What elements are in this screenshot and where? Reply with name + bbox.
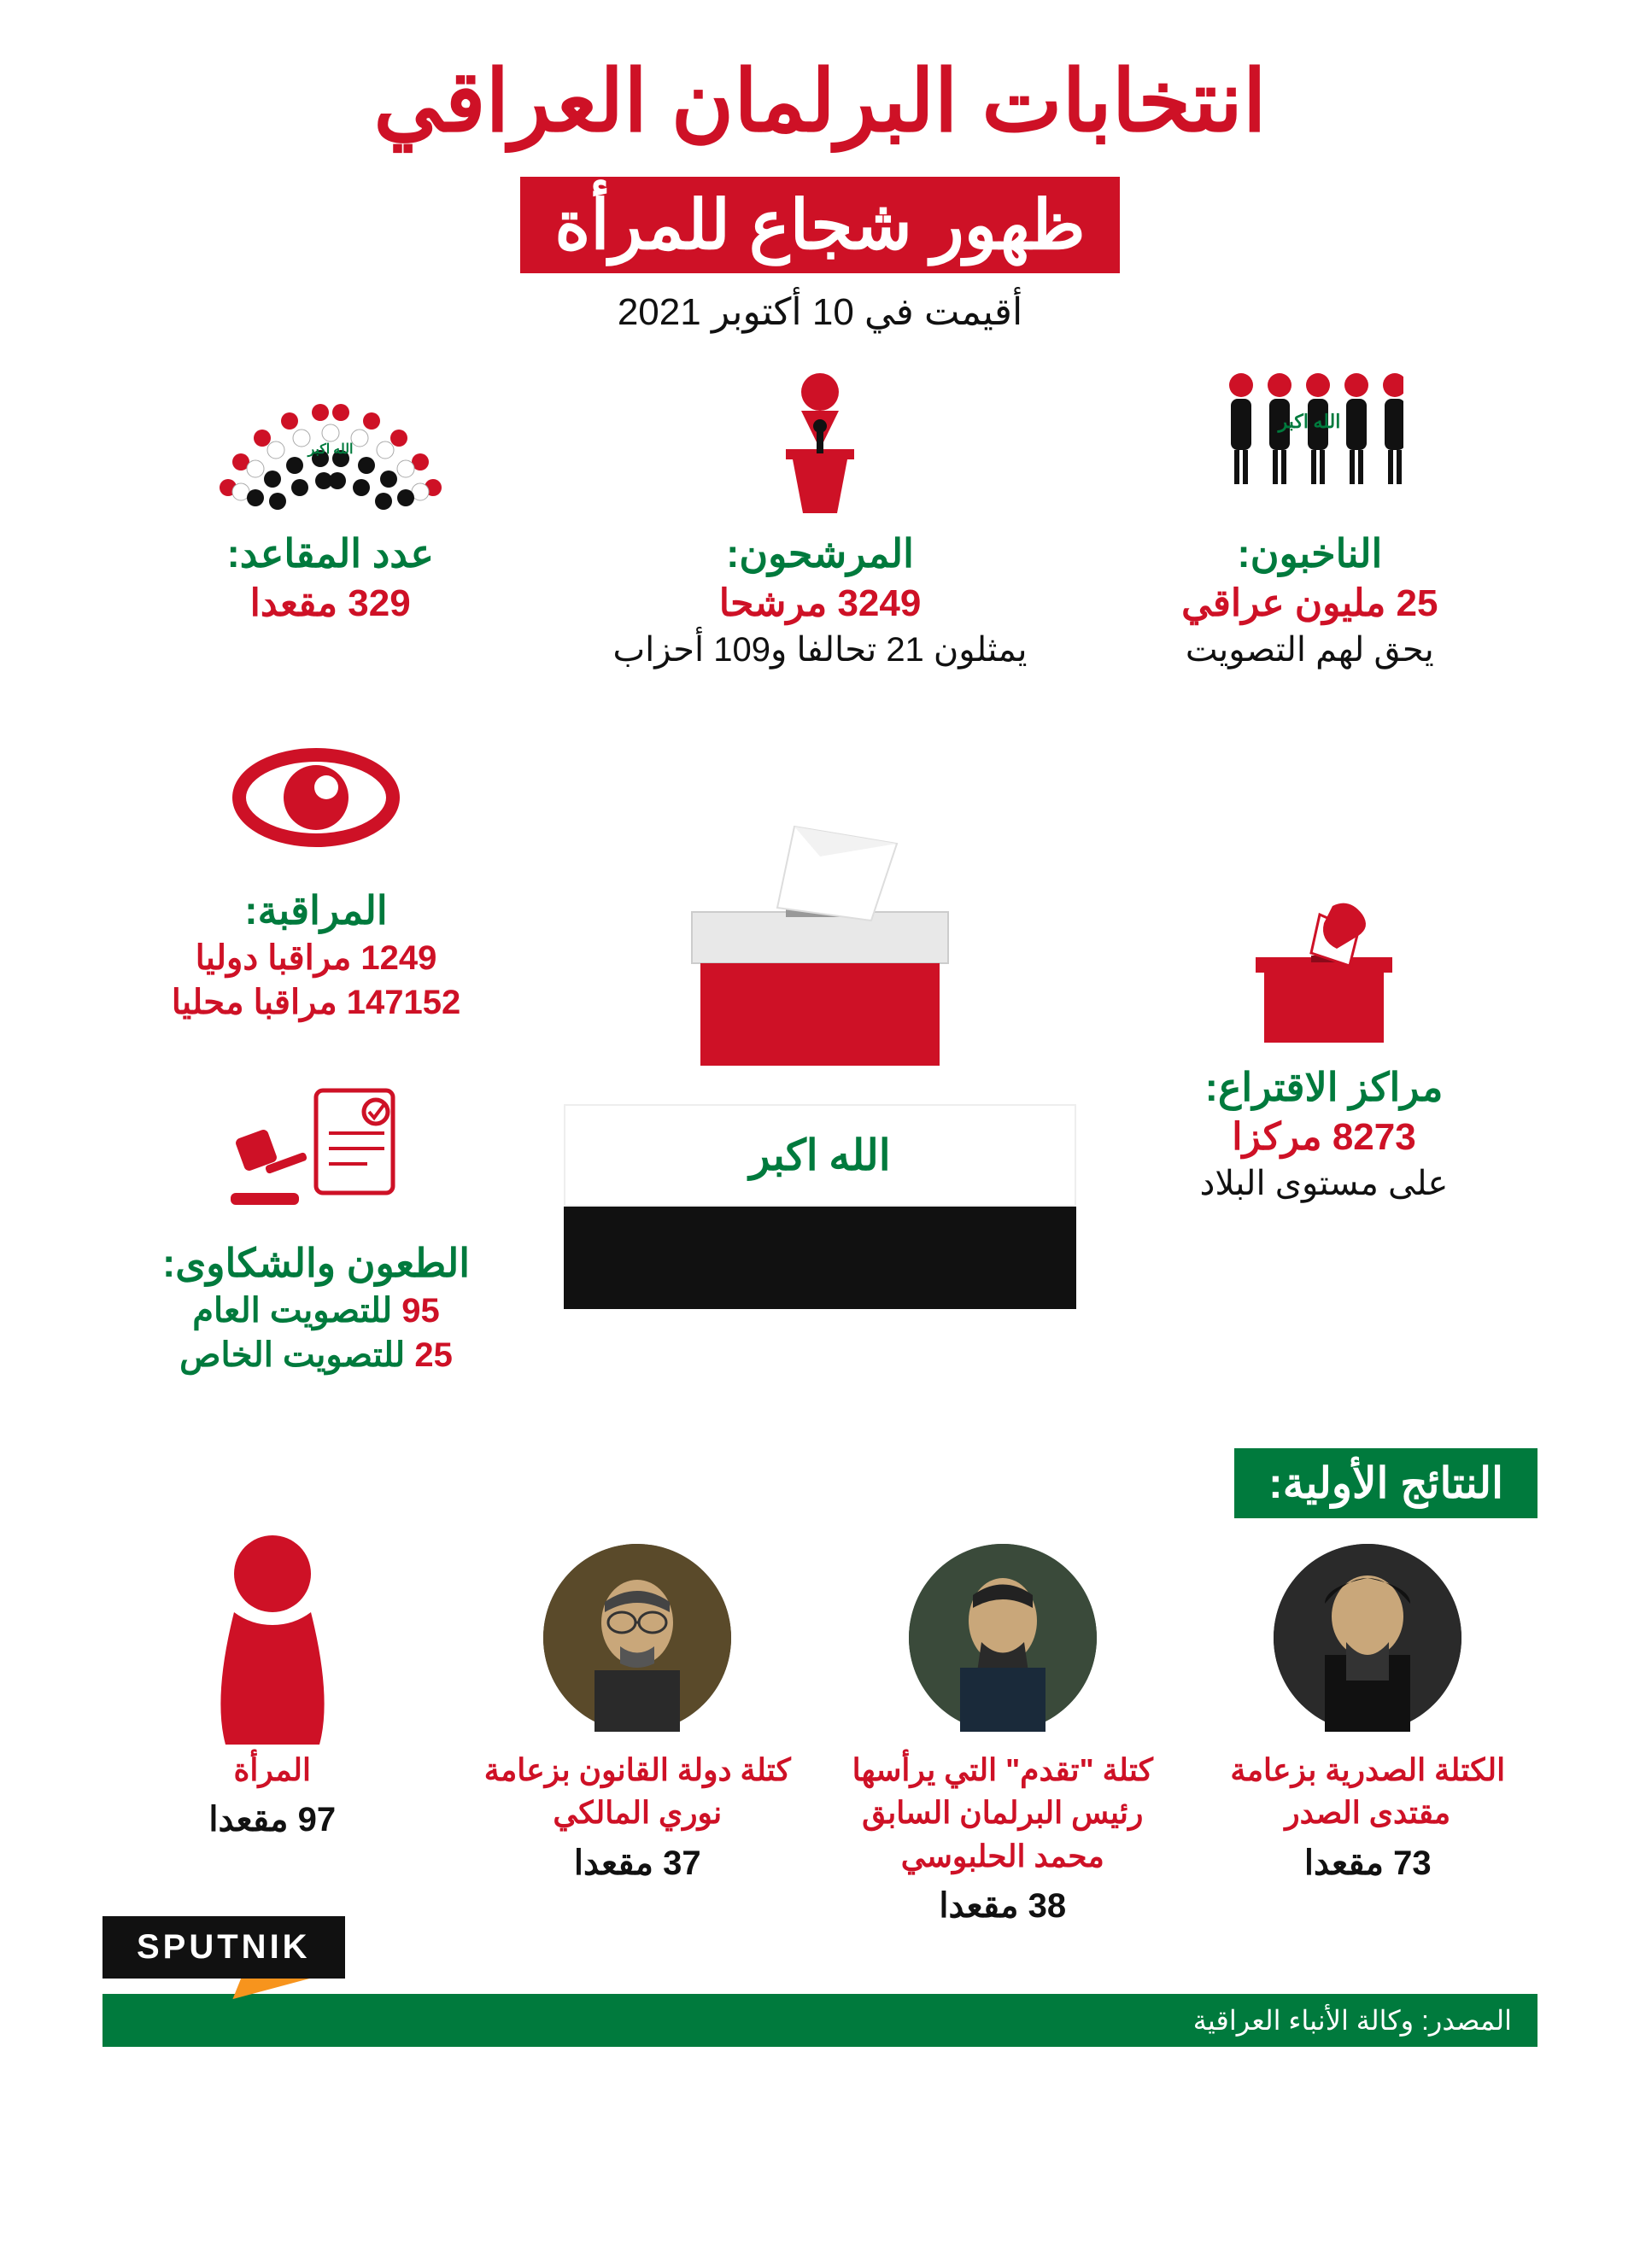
seats-label: عدد المقاعد: bbox=[102, 530, 558, 576]
main-title: انتخابات البرلمان العراقي bbox=[102, 51, 1538, 151]
centers-sub: على مستوى البلاد bbox=[1110, 1164, 1538, 1203]
result-women-seats: 97 مقعدا bbox=[102, 1800, 442, 1839]
infographic-page: انتخابات البرلمان العراقي ظهور شجاع للمر… bbox=[0, 0, 1640, 2081]
svg-text:الله اكبر: الله اكبر bbox=[1277, 411, 1341, 433]
results-header: النتائج الأولية: bbox=[1234, 1448, 1538, 1518]
centers-value: 8273 مركزا bbox=[1110, 1115, 1538, 1159]
result-women: المرأة 97 مقعدا bbox=[102, 1544, 442, 1839]
stat-seats: الله اكبر عدد المقاعد: 329 مقعدا bbox=[102, 368, 558, 625]
complaints-label: الطعون والشكاوى: bbox=[102, 1240, 530, 1286]
candidates-value: 3249 مرشحا bbox=[592, 582, 1047, 625]
iraq-flag: الله اكبر bbox=[564, 1104, 1076, 1309]
seats-value: 329 مقعدا bbox=[102, 582, 558, 625]
middle-row: مراكز الاقتراع: 8273 مركزا على مستوى الب… bbox=[102, 721, 1538, 1380]
photo-maliki bbox=[543, 1544, 731, 1732]
result-maliki: كتلة دولة القانون بزعامة نوري المالكي 37… bbox=[468, 1544, 808, 1883]
candidate-podium-icon bbox=[592, 368, 1047, 522]
result-sadr-seats: 73 مقعدا bbox=[1198, 1844, 1538, 1883]
right-side-stats: المراقبة: 1249 مراقبا دوليا 147152 مراقب… bbox=[102, 721, 530, 1380]
voters-icon: الله اكبر bbox=[1082, 368, 1538, 522]
observers-values: 1249 مراقبا دوليا 147152 مراقبا محليا bbox=[102, 938, 530, 1022]
stat-observers: المراقبة: 1249 مراقبا دوليا 147152 مراقب… bbox=[102, 721, 530, 1022]
observers-label: المراقبة: bbox=[102, 887, 530, 933]
subtitle: ظهور شجاع للمرأة bbox=[520, 177, 1119, 273]
results-grid: الكتلة الصدرية بزعامة مقتدى الصدر 73 مقع… bbox=[102, 1544, 1538, 1926]
top-stats-row: الله اكبر الناخبون: 25 مليون عراقي يحق ل… bbox=[102, 368, 1538, 669]
svg-text:الله اكبر: الله اكبر bbox=[307, 442, 353, 458]
sputnik-logo: SPUTNIK bbox=[102, 1916, 345, 1979]
complaints-values: 95 للتصويت العام 25 للتصويت الخاص bbox=[102, 1291, 530, 1375]
photo-sadr bbox=[1274, 1544, 1461, 1732]
candidates-label: المرشحون: bbox=[592, 530, 1047, 576]
voters-value: 25 مليون عراقي bbox=[1082, 582, 1538, 625]
stat-voters: الله اكبر الناخبون: 25 مليون عراقي يحق ل… bbox=[1082, 368, 1538, 669]
stat-candidates: المرشحون: 3249 مرشحا يمثلون 21 تحالفا و1… bbox=[592, 368, 1047, 669]
sputnik-text: SPUTNIK bbox=[102, 1916, 345, 1979]
result-sadr-name: الكتلة الصدرية بزعامة مقتدى الصدر bbox=[1198, 1749, 1538, 1835]
result-halbousi-name: كتلة "تقدم" التي يرأسها رئيس البرلمان ال… bbox=[833, 1749, 1173, 1878]
date-line: أقيمت في 10 أكتوبر 2021 bbox=[102, 290, 1538, 334]
results-header-wrap: النتائج الأولية: bbox=[102, 1414, 1538, 1544]
gavel-document-icon bbox=[102, 1073, 530, 1227]
photo-halbousi bbox=[909, 1544, 1097, 1732]
result-maliki-name: كتلة دولة القانون بزعامة نوري المالكي bbox=[468, 1749, 808, 1835]
ballot-box-icon bbox=[624, 792, 1016, 1083]
stat-complaints: الطعون والشكاوى: 95 للتصويت العام 25 للت… bbox=[102, 1073, 530, 1375]
result-women-name: المرأة bbox=[102, 1749, 442, 1792]
result-halbousi: كتلة "تقدم" التي يرأسها رئيس البرلمان ال… bbox=[833, 1544, 1173, 1926]
subtitle-wrap: ظهور شجاع للمرأة bbox=[102, 177, 1538, 273]
result-halbousi-seats: 38 مقعدا bbox=[833, 1886, 1173, 1926]
result-maliki-seats: 37 مقعدا bbox=[468, 1844, 808, 1883]
voters-sub: يحق لهم التصويت bbox=[1082, 630, 1538, 669]
centers-label: مراكز الاقتراع: bbox=[1110, 1064, 1538, 1110]
ballot-flag-center: الله اكبر bbox=[564, 792, 1076, 1309]
ballot-hand-icon bbox=[1110, 897, 1538, 1051]
stat-centers: مراكز الاقتراع: 8273 مركزا على مستوى الب… bbox=[1110, 897, 1538, 1203]
voters-label: الناخبون: bbox=[1082, 530, 1538, 576]
flag-black-stripe bbox=[564, 1207, 1076, 1309]
woman-icon bbox=[179, 1544, 366, 1732]
eye-icon bbox=[102, 721, 530, 874]
flag-white-stripe: الله اكبر bbox=[564, 1104, 1076, 1207]
parliament-arc-icon: الله اكبر bbox=[102, 368, 558, 522]
candidates-sub: يمثلون 21 تحالفا و109 أحزاب bbox=[592, 630, 1047, 669]
source-bar: المصدر: وكالة الأنباء العراقية bbox=[102, 1994, 1538, 2047]
result-sadr: الكتلة الصدرية بزعامة مقتدى الصدر 73 مقع… bbox=[1198, 1544, 1538, 1883]
